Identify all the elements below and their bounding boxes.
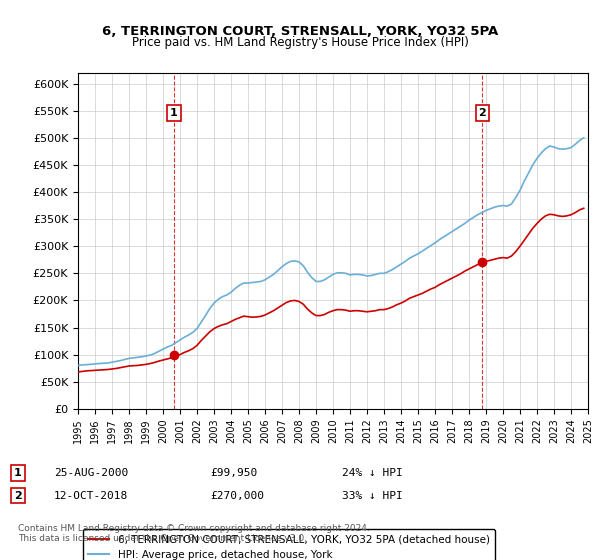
Text: 1: 1 [170, 108, 178, 118]
Text: 33% ↓ HPI: 33% ↓ HPI [342, 491, 403, 501]
Text: 12-OCT-2018: 12-OCT-2018 [54, 491, 128, 501]
Text: 2: 2 [478, 108, 486, 118]
Text: £270,000: £270,000 [210, 491, 264, 501]
Text: 1: 1 [14, 468, 22, 478]
Text: 24% ↓ HPI: 24% ↓ HPI [342, 468, 403, 478]
Text: 25-AUG-2000: 25-AUG-2000 [54, 468, 128, 478]
Text: Price paid vs. HM Land Registry's House Price Index (HPI): Price paid vs. HM Land Registry's House … [131, 36, 469, 49]
Text: 2: 2 [14, 491, 22, 501]
Legend: 6, TERRINGTON COURT, STRENSALL, YORK, YO32 5PA (detached house), HPI: Average pr: 6, TERRINGTON COURT, STRENSALL, YORK, YO… [83, 529, 495, 560]
Text: £99,950: £99,950 [210, 468, 257, 478]
Text: Contains HM Land Registry data © Crown copyright and database right 2024.
This d: Contains HM Land Registry data © Crown c… [18, 524, 370, 543]
Text: 6, TERRINGTON COURT, STRENSALL, YORK, YO32 5PA: 6, TERRINGTON COURT, STRENSALL, YORK, YO… [102, 25, 498, 38]
